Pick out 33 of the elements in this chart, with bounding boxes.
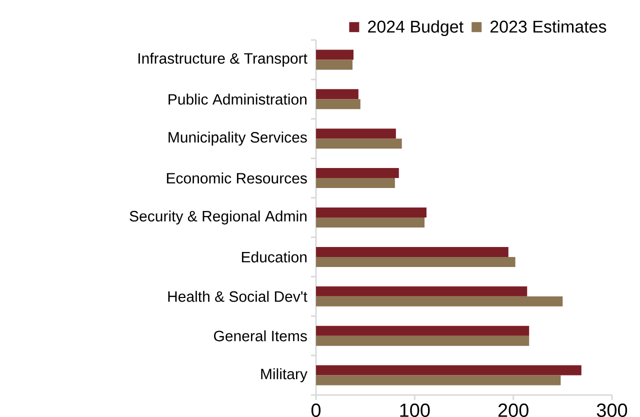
bar xyxy=(316,256,516,267)
legend-label: 2024 Budget xyxy=(368,20,464,36)
bar xyxy=(316,326,530,336)
y-tick-label: General Items xyxy=(214,330,307,342)
x-tick-label: 200 xyxy=(498,404,528,417)
bar xyxy=(316,246,508,257)
bar xyxy=(316,336,530,346)
bar xyxy=(316,99,360,110)
bar xyxy=(316,60,353,70)
bar xyxy=(316,178,395,188)
y-tick-label: Infrastructure & Transport xyxy=(138,52,308,67)
y-tick-label: Security & Regional Admin xyxy=(130,210,306,224)
bar xyxy=(316,217,425,228)
y-tick-label: Economic Resources xyxy=(166,172,307,184)
y-tick-label: Public Administration xyxy=(168,94,306,105)
bar xyxy=(316,89,358,100)
bar xyxy=(316,207,427,218)
legend-label: 2023 Estimates xyxy=(490,20,606,33)
bar xyxy=(316,168,399,178)
x-tick-label: 100 xyxy=(400,404,430,417)
y-tick-label: Health & Social Dev't xyxy=(168,290,308,302)
y-tick-label: Education xyxy=(242,251,306,262)
bar xyxy=(316,365,582,376)
bar xyxy=(316,375,561,386)
bar xyxy=(316,128,396,139)
y-tick-label: Military xyxy=(261,368,308,382)
bar xyxy=(316,138,402,149)
x-tick-label: 300 xyxy=(596,404,628,417)
bar xyxy=(316,286,528,296)
y-tick-label: Municipality Services xyxy=(168,132,307,146)
bar xyxy=(316,50,354,60)
bar xyxy=(316,296,563,306)
x-tick-label: 0 xyxy=(311,404,321,417)
